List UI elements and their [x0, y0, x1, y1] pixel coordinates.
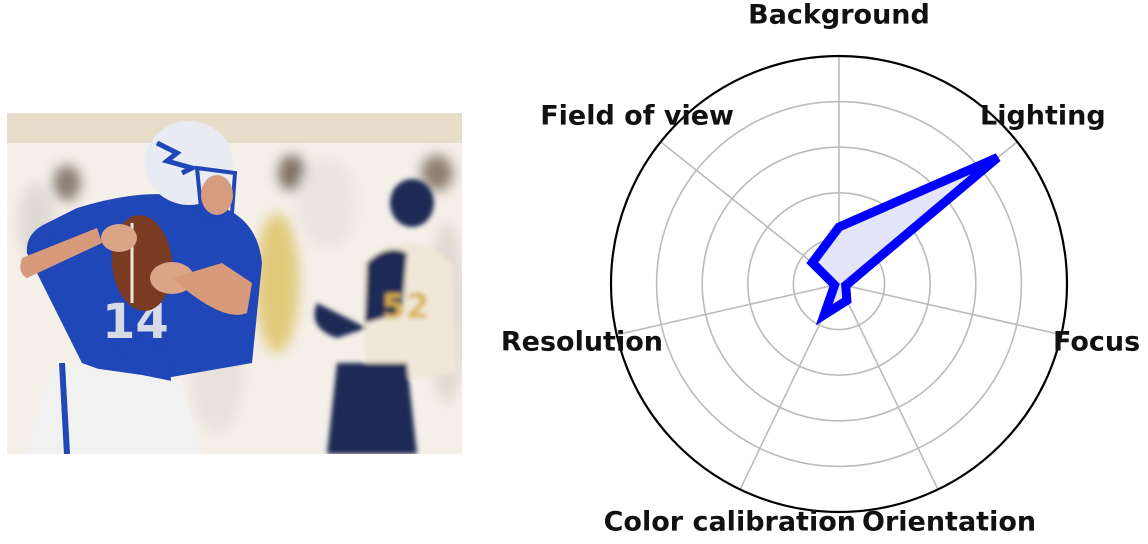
radar-series-0 — [806, 153, 1001, 326]
football-photo: 52 14 — [7, 113, 462, 454]
axis-label-color-calibration: Color calibration — [604, 507, 856, 538]
radar-outer-ring — [609, 54, 1069, 514]
radar-series-group — [806, 153, 1001, 326]
radar-axis-labels: Background Lighting Focus Orientation Co… — [501, 0, 1140, 538]
axis-label-field-of-view: Field of view — [540, 101, 734, 132]
radar-spoke — [616, 283, 840, 336]
svg-text:52: 52 — [382, 287, 429, 327]
axis-label-background: Background — [748, 0, 930, 31]
axis-label-lighting: Lighting — [980, 101, 1106, 132]
radar-grid-ring — [701, 146, 977, 422]
radar-grid-ring — [746, 192, 931, 376]
axis-label-focus: Focus — [1053, 327, 1140, 358]
axis-label-orientation: Orientation — [862, 507, 1036, 538]
radar-spoke — [838, 283, 1062, 336]
radar-grid-ring — [655, 100, 1023, 468]
axis-label-resolution: Resolution — [501, 327, 663, 358]
radar-spoke — [838, 283, 939, 490]
